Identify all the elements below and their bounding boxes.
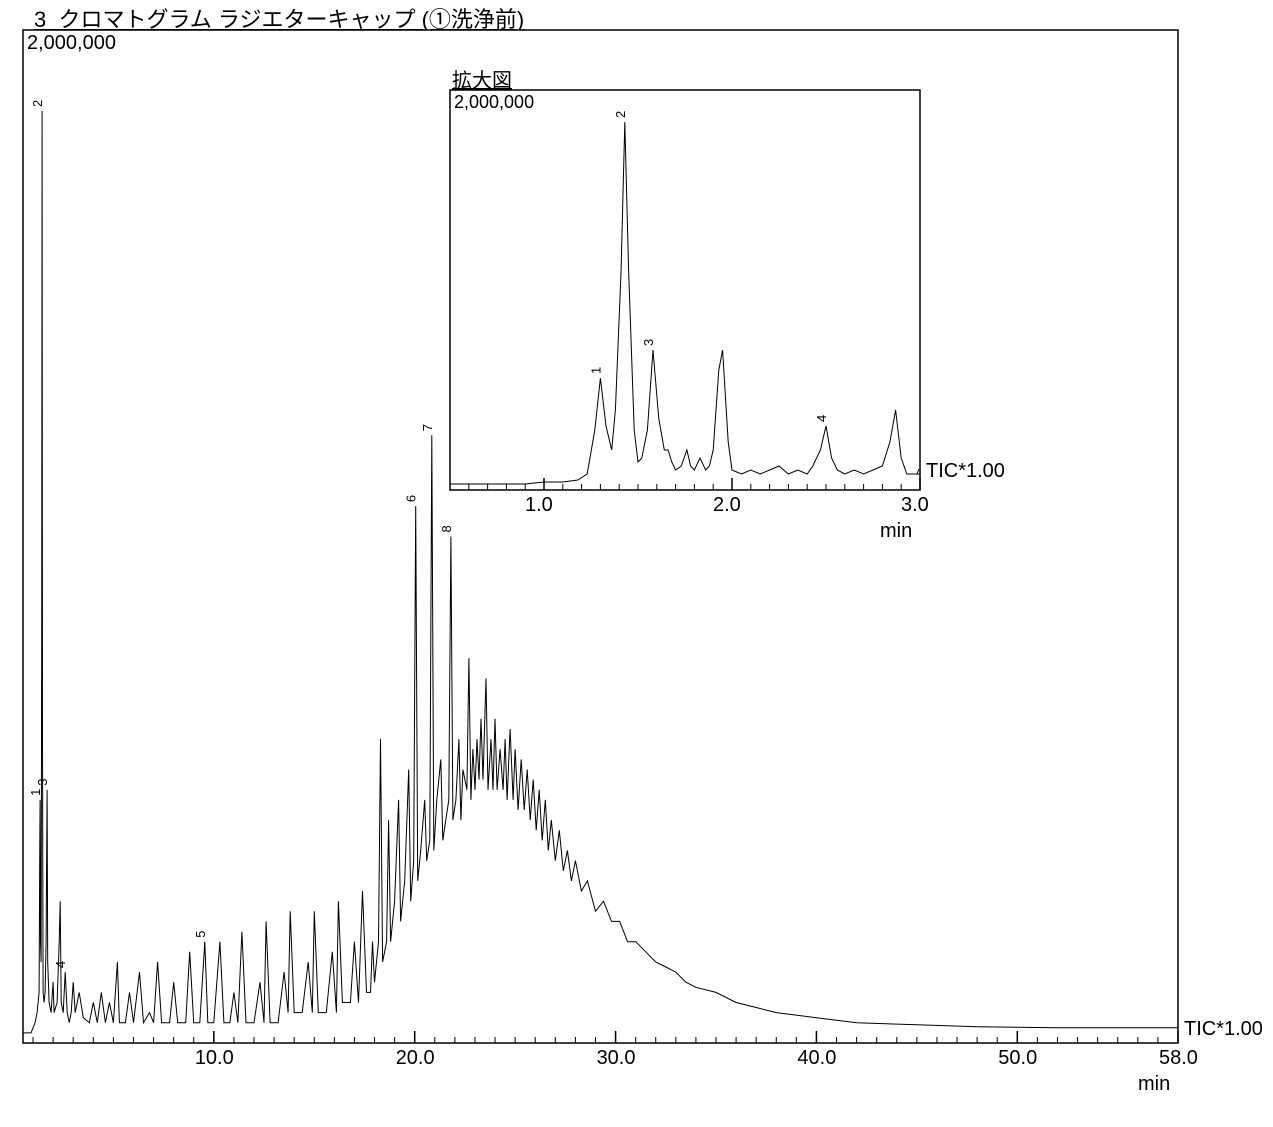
svg-text:7: 7: [420, 424, 435, 431]
svg-text:8: 8: [439, 525, 454, 532]
inset-tic-label: TIC*1.00: [926, 460, 1005, 483]
svg-text:5: 5: [193, 930, 208, 937]
svg-text:1: 1: [588, 367, 603, 374]
x-tick-label: 30.0: [597, 1047, 636, 1070]
svg-text:3: 3: [641, 339, 656, 346]
x-tick-label: 2.0: [713, 494, 741, 517]
main-x-unit: min: [1138, 1073, 1170, 1096]
x-tick-label: 20.0: [396, 1047, 435, 1070]
inset-ymax-label: 2,000,000: [454, 92, 534, 113]
svg-text:4: 4: [53, 961, 68, 968]
inset-chart: 1 2 3 4: [449, 89, 921, 491]
svg-text:2: 2: [613, 111, 628, 118]
svg-text:3: 3: [35, 779, 50, 786]
svg-text:2: 2: [30, 100, 45, 107]
svg-text:1: 1: [28, 789, 43, 796]
chromatogram-figure: 3 クロマトグラム ラジエターキャップ (①洗浄前) 12345678 2,00…: [0, 0, 1273, 1127]
main-tic-label: TIC*1.00: [1184, 1018, 1263, 1041]
x-tick-label: 50.0: [998, 1047, 1037, 1070]
x-tick-label: 10.0: [195, 1047, 234, 1070]
x-tick-label: 1.0: [525, 494, 553, 517]
inset-x-unit: min: [880, 520, 912, 543]
svg-text:4: 4: [814, 415, 829, 422]
x-tick-label: 40.0: [797, 1047, 836, 1070]
x-tick-label: 3.0: [901, 494, 929, 517]
main-ymax-label: 2,000,000: [27, 32, 116, 55]
x-tick-label: 58.0: [1159, 1047, 1198, 1070]
svg-text:6: 6: [404, 495, 419, 502]
